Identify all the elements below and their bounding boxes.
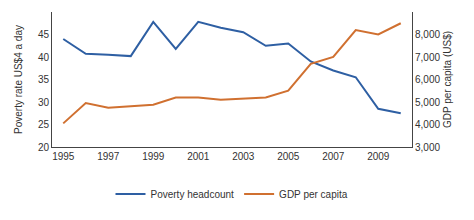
svg-text:2003: 2003 <box>232 151 255 162</box>
svg-text:8,000: 8,000 <box>415 29 440 40</box>
svg-text:2007: 2007 <box>322 151 345 162</box>
svg-text:Poverty rate US$4 a day: Poverty rate US$4 a day <box>13 25 24 134</box>
svg-text:1997: 1997 <box>97 151 120 162</box>
svg-text:35: 35 <box>38 74 50 85</box>
svg-text:2005: 2005 <box>277 151 300 162</box>
svg-text:Poverty headcount: Poverty headcount <box>151 189 235 200</box>
svg-text:1999: 1999 <box>142 151 165 162</box>
svg-text:2001: 2001 <box>187 151 210 162</box>
svg-text:45: 45 <box>38 29 50 40</box>
svg-text:GDP per capita (US$): GDP per capita (US$) <box>442 31 453 128</box>
svg-text:25: 25 <box>38 119 50 130</box>
svg-text:6,000: 6,000 <box>415 74 440 85</box>
svg-text:5,000: 5,000 <box>415 97 440 108</box>
svg-text:20: 20 <box>38 142 50 153</box>
svg-text:7,000: 7,000 <box>415 52 440 63</box>
svg-text:4,000: 4,000 <box>415 119 440 130</box>
svg-text:GDP per capita: GDP per capita <box>279 189 348 200</box>
svg-text:30: 30 <box>38 97 50 108</box>
svg-text:3,000: 3,000 <box>415 142 440 153</box>
svg-text:2009: 2009 <box>367 151 390 162</box>
svg-text:1995: 1995 <box>52 151 75 162</box>
svg-text:40: 40 <box>38 52 50 63</box>
